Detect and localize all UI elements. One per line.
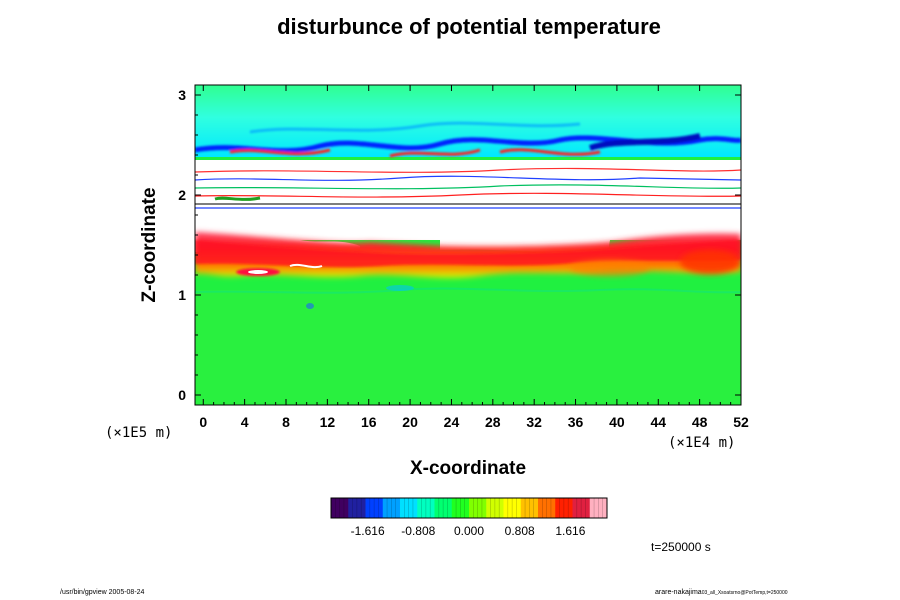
x-tick-label: 12 [320,414,336,430]
x-tick-label: 48 [692,414,708,430]
x-tick-label: 40 [609,414,625,430]
y-axis-ticks: 0 1 2 3 [178,87,741,403]
x-tick-label: 52 [733,414,749,430]
y-tick-label: 3 [178,87,186,103]
x-tick-label: 32 [526,414,542,430]
chart-title: disturbunce of potential temperature [277,14,661,39]
y-tick-label: 0 [178,387,186,403]
y-tick-label: 2 [178,187,186,203]
time-label: t=250000 s [651,540,711,554]
x-tick-label: 20 [402,414,418,430]
field-upper-layer [195,85,741,157]
wave-band [195,121,741,158]
y-axis-label: Z-coordinate [139,187,160,303]
x-tick-label: 28 [485,414,501,430]
x-axis-label: X-coordinate [409,458,527,479]
x-tick-label: 8 [282,414,290,430]
x-tick-label: 44 [650,414,666,430]
plot-frame [194,84,742,406]
footer-left: /usr/bin/gpview 2005-08-24 [60,589,145,596]
thin-contours [195,167,741,209]
x-axis-scale-label: (×1E4 m) [668,435,736,451]
field-layers [195,85,741,405]
x-tick-label: 0 [199,414,207,430]
x-tick-label: 16 [361,414,377,430]
footer-right-sub: 03_all_Xsoatsrno@PotTemp,t=250000 [701,590,788,596]
footer-right-main: arare-nakajima [655,589,702,596]
y-axis-scale-label: (×1E5 m) [105,425,173,441]
x-tick-label: 36 [568,414,584,430]
x-axis-ticks: 0 4 8 12 16 20 24 28 32 36 40 44 48 52 [199,85,749,430]
x-tick-label: 24 [444,414,460,430]
x-tick-label: 4 [241,414,249,430]
footer-right: arare-nakajima03_all_Xsoatsrno@PotTemp,t… [655,589,788,596]
y-tick-label: 1 [178,287,186,303]
